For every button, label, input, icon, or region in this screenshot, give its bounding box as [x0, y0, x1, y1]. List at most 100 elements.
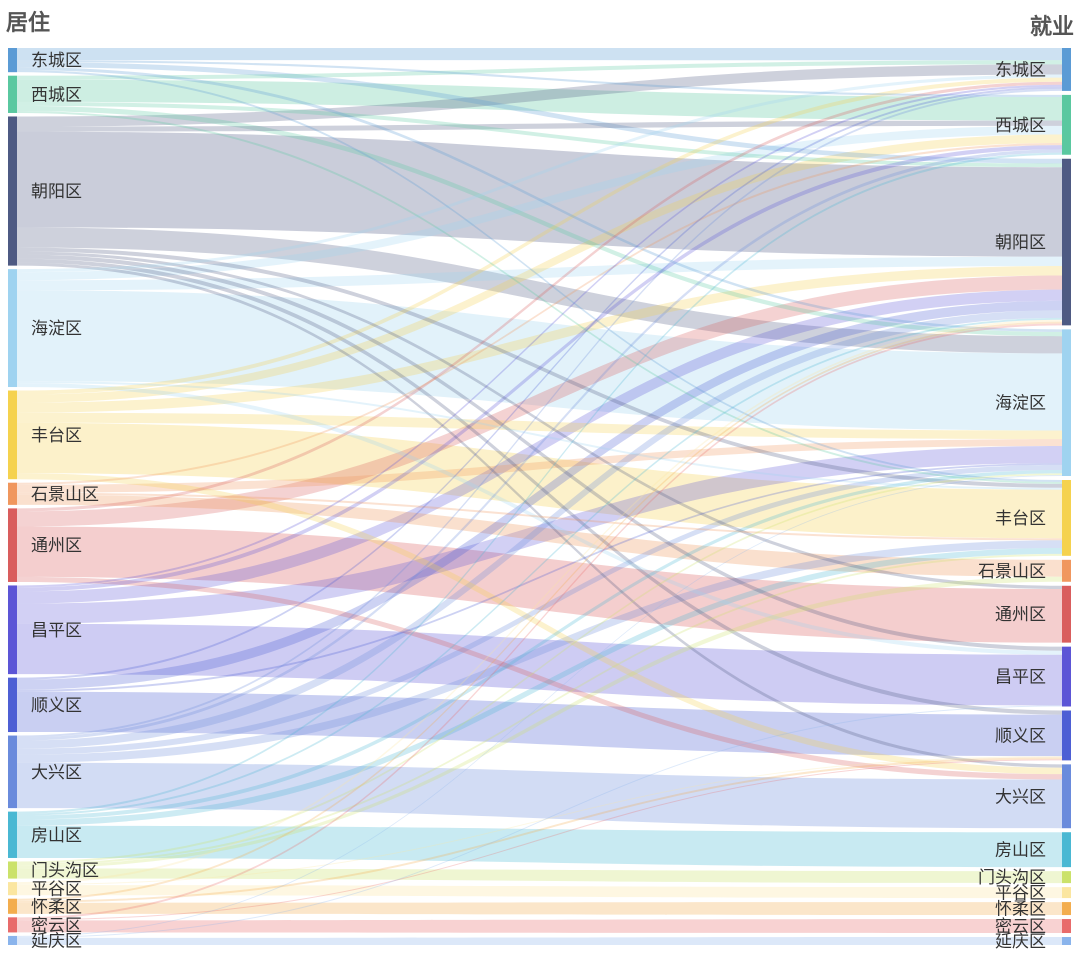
left-node-label: 门头沟区 — [31, 861, 99, 881]
link-西城区-朝阳区 — [17, 101, 1062, 168]
left-node-label: 石景山区 — [31, 485, 99, 505]
left-node-延庆区 — [8, 935, 17, 945]
link-延庆区-延庆区 — [17, 937, 1062, 945]
link-海淀区-朝阳区 — [17, 256, 1062, 291]
link-朝阳区-海淀区 — [17, 227, 1062, 354]
right-node-西城区 — [1062, 94, 1071, 155]
left-node-密云区 — [8, 917, 17, 933]
link-东城区-丰台区 — [17, 70, 1062, 482]
link-朝阳区-通州区 — [17, 251, 1062, 589]
link-大兴区-东城区 — [17, 88, 1062, 738]
right-node-label: 丰台区 — [995, 509, 1046, 529]
link-门头沟区-丰台区 — [17, 553, 1062, 866]
right-node-label: 昌平区 — [995, 668, 1046, 688]
right-node-延庆区 — [1062, 937, 1071, 945]
right-node-房山区 — [1062, 832, 1071, 868]
left-node-label: 通州区 — [31, 536, 82, 556]
link-密云区-密云区 — [17, 919, 1062, 934]
link-朝阳区-顺义区 — [17, 258, 1062, 715]
left-node-label: 密云区 — [31, 916, 82, 936]
left-node-label: 延庆区 — [31, 931, 82, 951]
link-昌平区-东城区 — [17, 84, 1062, 588]
labels-layer: 东城区西城区朝阳区海淀区丰台区石景山区通州区昌平区顺义区大兴区房山区门头沟区平谷… — [31, 51, 1046, 952]
link-怀柔区-顺义区 — [17, 757, 1062, 903]
link-海淀区-东城区 — [17, 74, 1062, 273]
link-丰台区-东城区 — [17, 77, 1062, 395]
link-大兴区-海淀区 — [17, 464, 1062, 755]
link-石景山区-海淀区 — [17, 439, 1062, 493]
link-顺义区-朝阳区 — [17, 300, 1062, 690]
link-大兴区-丰台区 — [17, 540, 1062, 763]
left-node-丰台区 — [8, 390, 17, 480]
link-平谷区-顺义区 — [17, 756, 1062, 886]
link-海淀区-丰台区 — [17, 380, 1062, 490]
left-node-label: 大兴区 — [31, 763, 82, 783]
link-朝阳区-东城区 — [17, 64, 1062, 127]
link-西城区-西城区 — [17, 79, 1062, 121]
link-大兴区-朝阳区 — [17, 310, 1062, 749]
left-node-label: 丰台区 — [31, 426, 82, 446]
link-朝阳区-西城区 — [17, 120, 1062, 132]
nodes-layer — [8, 48, 1071, 945]
right-node-密云区 — [1062, 919, 1071, 934]
left-node-房山区 — [8, 811, 17, 858]
link-东城区-西城区 — [17, 60, 1062, 98]
link-东城区-东城区 — [17, 48, 1062, 61]
link-门头沟区-石景山区 — [17, 576, 1062, 869]
link-丰台区-西城区 — [17, 134, 1062, 403]
right-node-label: 平谷区 — [995, 884, 1046, 904]
link-昌平区-西城区 — [17, 145, 1062, 592]
link-通州区-东城区 — [17, 81, 1062, 512]
right-node-label: 房山区 — [995, 841, 1046, 861]
link-丰台区-丰台区 — [17, 422, 1062, 539]
left-node-门头沟区 — [8, 861, 17, 879]
right-node-平谷区 — [1062, 887, 1071, 899]
link-海淀区-海淀区 — [17, 290, 1062, 431]
link-房山区-西城区 — [17, 152, 1062, 814]
link-丰台区-大兴区 — [17, 473, 1062, 775]
right-node-怀柔区 — [1062, 902, 1071, 916]
link-昌平区-海淀区 — [17, 445, 1062, 624]
link-昌平区-昌平区 — [17, 623, 1062, 706]
link-房山区-丰台区 — [17, 548, 1062, 826]
link-怀柔区-怀柔区 — [17, 902, 1062, 916]
link-石景山区-丰台区 — [17, 492, 1062, 541]
right-title: 就业 — [1030, 14, 1074, 40]
link-房山区-海淀区 — [17, 470, 1062, 820]
left-node-怀柔区 — [8, 898, 17, 914]
right-node-label: 朝阳区 — [995, 233, 1046, 253]
link-延庆区-昌平区 — [17, 705, 1062, 938]
link-怀柔区-朝阳区 — [17, 321, 1062, 901]
link-东城区-朝阳区 — [17, 62, 1062, 164]
link-平谷区-平谷区 — [17, 885, 1062, 899]
left-node-西城区 — [8, 75, 17, 113]
left-node-东城区 — [8, 48, 17, 73]
link-大兴区-大兴区 — [17, 762, 1062, 829]
link-朝阳区-丰台区 — [17, 247, 1062, 488]
link-通州区-大兴区 — [17, 576, 1062, 780]
right-node-大兴区 — [1062, 764, 1071, 829]
link-朝阳区-大兴区 — [17, 262, 1062, 768]
left-node-海淀区 — [8, 269, 17, 388]
left-node-label: 怀柔区 — [31, 897, 82, 917]
left-node-石景山区 — [8, 482, 17, 505]
left-node-label: 平谷区 — [31, 880, 82, 900]
right-node-label: 石景山区 — [978, 562, 1046, 582]
link-丰台区-海淀区 — [17, 412, 1062, 440]
left-node-label: 昌平区 — [31, 621, 82, 641]
left-node-朝阳区 — [8, 116, 17, 266]
link-西城区-海淀区 — [17, 105, 1062, 337]
right-node-昌平区 — [1062, 646, 1071, 707]
right-node-丰台区 — [1062, 480, 1071, 556]
left-node-顺义区 — [8, 677, 17, 733]
right-node-label: 东城区 — [995, 60, 1046, 80]
link-朝阳区-昌平区 — [17, 254, 1062, 651]
left-node-平谷区 — [8, 882, 17, 896]
right-node-门头沟区 — [1062, 871, 1071, 884]
link-海淀区-昌平区 — [17, 382, 1062, 655]
right-node-label: 海淀区 — [995, 394, 1046, 414]
link-密云区-顺义区 — [17, 759, 1062, 921]
link-顺义区-顺义区 — [17, 691, 1062, 757]
links-layer — [17, 48, 1062, 945]
